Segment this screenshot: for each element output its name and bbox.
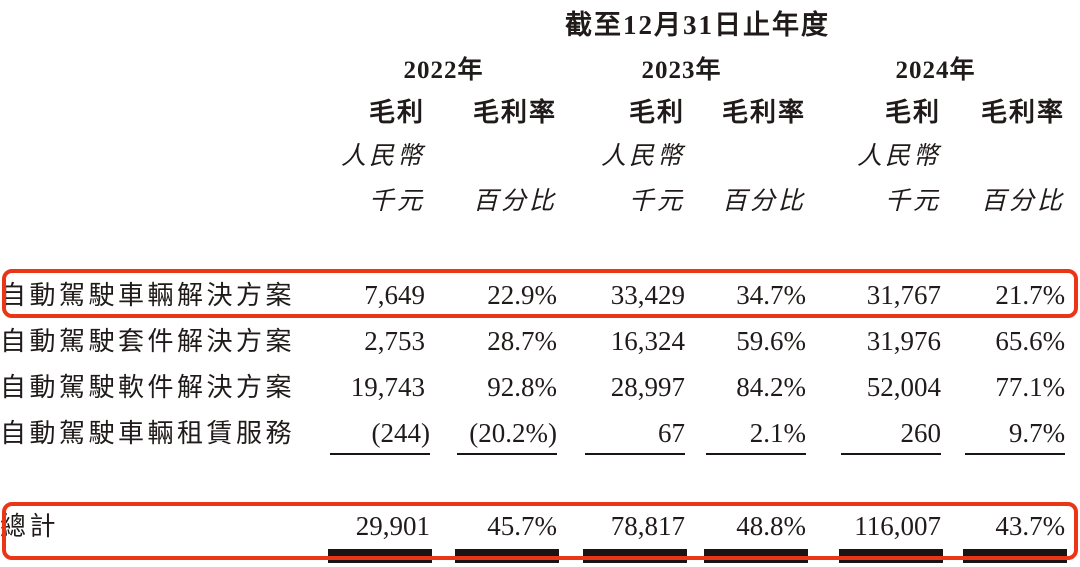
year-header-2023: 2023年 (641, 56, 722, 84)
value-cell: 78,817 (557, 503, 687, 563)
measure-unit-row: 千元 百分比 千元 百分比 千元 百分比 (0, 178, 1065, 224)
empty-cell (0, 135, 330, 178)
gross-margin-header: 毛利率 (981, 98, 1066, 127)
value-cell: 31,976 (866, 325, 941, 356)
currency-label: 人民幣 (600, 143, 685, 170)
value-cell: 21.7% (995, 279, 1066, 310)
empty-cell (685, 135, 806, 178)
value-cell: 9.7% (941, 410, 1066, 457)
double-underlined-value: 29,901 (328, 511, 432, 563)
year-header-2024: 2024年 (895, 56, 976, 84)
table-row-software-solutions: 自動駕駛軟件解決方案 19,743 92.8% 28,997 84.2% 52,… (0, 364, 1065, 410)
percent-label: 百分比 (721, 187, 806, 215)
empty-cell (0, 0, 330, 50)
value-cell: 260 (806, 410, 941, 457)
row-label: 自動駕駛車輛解決方案 (0, 280, 296, 310)
table-row-vehicle-solutions: 自動駕駛車輛解決方案 7,649 22.9% 33,429 34.7% 31,7… (0, 272, 1065, 318)
thousand-label: 千元 (884, 187, 941, 215)
value-cell: 34.7% (736, 279, 806, 310)
value-cell: (20.2%) (425, 410, 557, 457)
underlined-value: (20.2%) (457, 418, 557, 455)
value-cell: 77.1% (995, 371, 1066, 402)
value-cell: 29,901 (328, 503, 432, 563)
value-cell: 2.1% (685, 410, 806, 457)
value-cell: 28.7% (487, 325, 557, 356)
gross-margin-header: 毛利率 (472, 98, 557, 127)
value-cell: 67 (557, 410, 685, 457)
spacer-row (0, 457, 1065, 503)
table-row-kit-solutions: 自動駕駛套件解決方案 2,753 28.7% 16,324 59.6% 31,9… (0, 318, 1065, 364)
percent-label: 百分比 (472, 187, 557, 215)
gross-margin-header: 毛利率 (721, 98, 806, 127)
empty-cell (0, 50, 330, 90)
value-cell: 48.8% (685, 503, 808, 563)
gross-profit-header: 毛利 (884, 98, 941, 127)
total-label: 總計 (0, 512, 60, 541)
value-cell: 116,007 (806, 503, 943, 563)
value-cell: 16,324 (610, 325, 685, 356)
gross-profit-header: 毛利 (628, 98, 685, 127)
underlined-value: (244) (330, 418, 430, 455)
double-underlined-value: 116,007 (839, 511, 943, 563)
empty-cell (941, 135, 1065, 178)
double-underlined-value: 78,817 (583, 511, 687, 563)
value-cell: 84.2% (736, 371, 806, 402)
double-underlined-value: 43.7% (963, 511, 1068, 563)
underlined-value: 9.7% (965, 418, 1066, 455)
spacer-row (0, 224, 1065, 272)
empty-cell (0, 178, 330, 224)
thousand-label: 千元 (368, 187, 425, 215)
double-underlined-value: 48.8% (704, 511, 808, 563)
value-cell: 31,767 (866, 279, 941, 310)
row-label: 自動駕駛車輛租賃服務 (0, 419, 296, 448)
value-cell: 2,753 (364, 325, 425, 356)
year-header-2022: 2022年 (403, 56, 484, 84)
currency-label: 人民幣 (856, 143, 941, 170)
value-cell: 19,743 (350, 371, 425, 402)
double-underlined-value: 45.7% (455, 511, 559, 563)
value-cell: 43.7% (941, 503, 1068, 563)
empty-cell (425, 135, 557, 178)
currency-label: 人民幣 (340, 143, 425, 170)
value-cell: 22.9% (487, 279, 557, 310)
value-cell: 45.7% (425, 503, 559, 563)
year-header-row: 2022年 2023年 2024年 (0, 50, 1065, 90)
empty-cell (0, 90, 330, 135)
underlined-value: 67 (585, 418, 685, 455)
period-header: 截至12月31日止年度 (565, 9, 831, 40)
row-label: 自動駕駛套件解決方案 (0, 326, 296, 356)
thousand-label: 千元 (628, 187, 685, 215)
value-cell: 7,649 (364, 279, 425, 310)
period-header-row: 截至12月31日止年度 (0, 0, 1065, 50)
underlined-value: 2.1% (706, 418, 806, 455)
value-cell: 28,997 (610, 371, 685, 402)
value-cell: 65.6% (995, 325, 1066, 356)
value-cell: 59.6% (736, 325, 806, 356)
gross-profit-header: 毛利 (368, 98, 425, 127)
percent-label: 百分比 (981, 187, 1066, 215)
underlined-value: 260 (841, 418, 941, 455)
value-cell: 52,004 (866, 371, 941, 402)
table-row-total: 總計 29,901 45.7% 78,817 48.8% 116,007 43.… (0, 503, 1068, 563)
value-cell: 33,429 (610, 279, 685, 310)
column-header-row: 毛利 毛利率 毛利 毛利率 毛利 毛利率 (0, 90, 1065, 135)
currency-unit-row: 人民幣 人民幣 人民幣 (0, 135, 1065, 178)
value-cell: 92.8% (487, 371, 557, 402)
value-cell: (244) (330, 410, 430, 457)
table-row-vehicle-leasing: 自動駕駛車輛租賃服務 (244) (20.2%) 67 2.1% 260 9.7… (0, 410, 1066, 457)
row-label: 自動駕駛軟件解決方案 (0, 372, 296, 402)
